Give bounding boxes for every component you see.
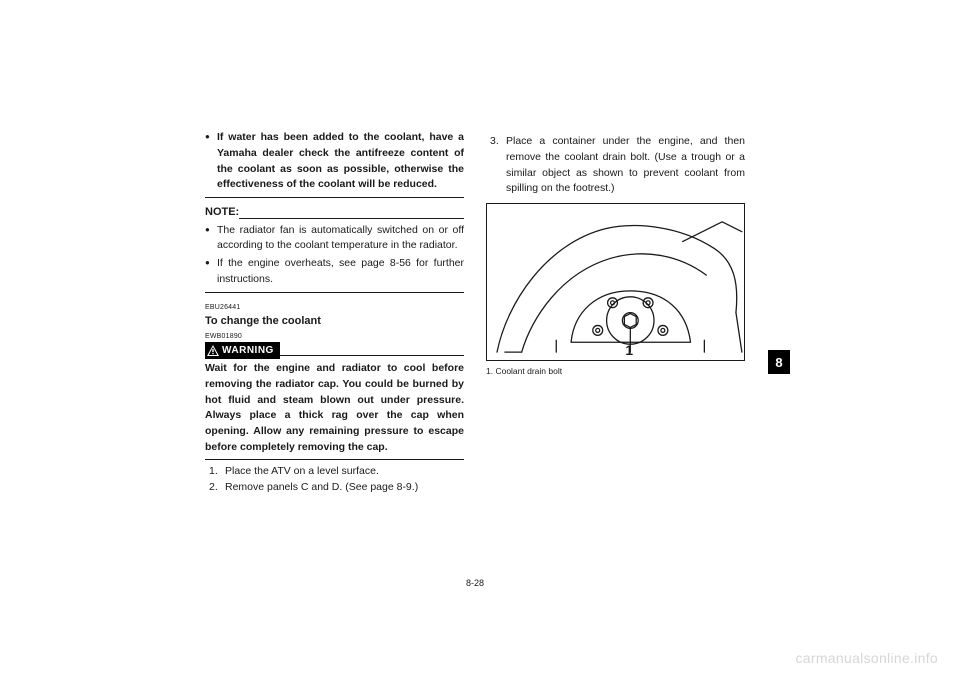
step-text: Remove panels C and D. (See page 8-9.): [225, 481, 418, 493]
warning-triangle-icon: [207, 345, 219, 356]
figure-drain-bolt: 1: [486, 203, 745, 361]
caution-item: If water has been added to the coolant, …: [205, 130, 464, 193]
note-item: The radiator fan is automatically switch…: [205, 223, 464, 255]
note-item: If the engine overheats, see page 8-56 f…: [205, 256, 464, 288]
rule: [205, 292, 464, 293]
rule: [205, 459, 464, 460]
warning-body: Wait for the engine and radiator to cool…: [205, 361, 464, 456]
step-number: 1.: [209, 464, 218, 480]
right-column: 3. Place a container under the engine, an…: [486, 130, 745, 550]
caution-list: If water has been added to the coolant, …: [205, 130, 464, 193]
figure-callout-number: 1: [625, 342, 633, 358]
note-label: NOTE:: [205, 204, 239, 221]
step-number: 2.: [209, 480, 218, 496]
warning-badge: WARNING: [205, 342, 280, 359]
step-item: 2. Remove panels C and D. (See page 8-9.): [205, 480, 464, 496]
step-item: 3. Place a container under the engine, an…: [486, 134, 745, 197]
rule: [239, 218, 464, 219]
steps-list: 1. Place the ATV on a level surface. 2. Re…: [205, 464, 464, 497]
ref-code: EBU26441: [205, 303, 464, 314]
section-heading: To change the coolant: [205, 313, 464, 330]
left-column: If water has been added to the coolant, …: [205, 130, 464, 550]
watermark-text: carmanualsonline.info: [796, 650, 939, 666]
note-list: The radiator fan is automatically switch…: [205, 223, 464, 288]
step-text: Place the ATV on a level surface.: [225, 465, 379, 477]
chapter-tab: 8: [768, 350, 790, 374]
rule: [280, 355, 464, 356]
warning-label-text: WARNING: [222, 343, 274, 358]
step-text: Place a container under the engine, and …: [506, 135, 745, 194]
page-content: If water has been added to the coolant, …: [205, 130, 745, 590]
figure-caption: 1. Coolant drain bolt: [486, 365, 745, 378]
technical-illustration: 1: [487, 204, 744, 360]
two-column-layout: If water has been added to the coolant, …: [205, 130, 745, 550]
rule: [205, 197, 464, 198]
note-block: NOTE: The radiator fan is automatically …: [205, 204, 464, 293]
step-number: 3.: [490, 134, 499, 150]
ref-code: EWB01890: [205, 332, 464, 343]
steps-list-cont: 3. Place a container under the engine, an…: [486, 134, 745, 197]
step-item: 1. Place the ATV on a level surface.: [205, 464, 464, 480]
warning-header: WARNING: [205, 342, 464, 359]
page-number: 8-28: [466, 577, 484, 591]
